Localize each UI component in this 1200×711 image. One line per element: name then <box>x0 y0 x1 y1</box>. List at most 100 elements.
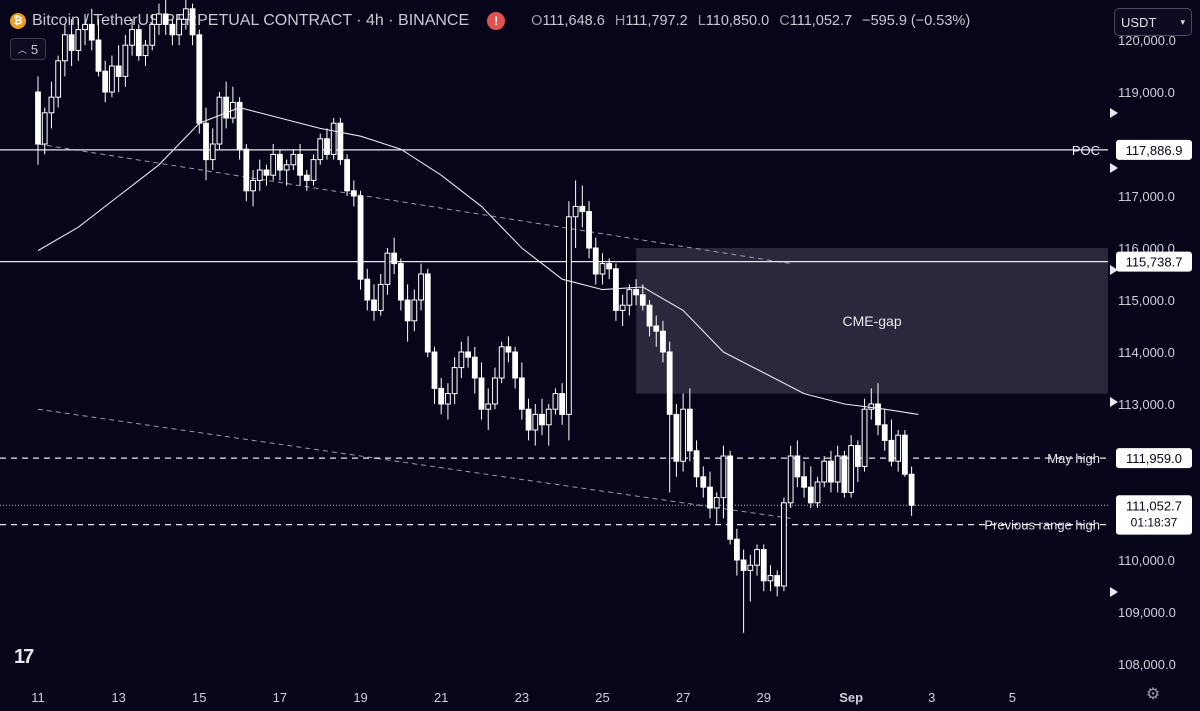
candle-body <box>270 153 277 176</box>
candle-body <box>680 408 687 462</box>
candle-body <box>861 408 868 467</box>
candle-body <box>881 424 888 441</box>
candle-body <box>888 439 895 462</box>
tradingview-logo[interactable]: 17 <box>14 646 34 668</box>
low-label: L <box>697 13 706 29</box>
candle-body <box>61 34 68 62</box>
x-axis-tick-label: 27 <box>676 690 690 705</box>
gear-icon[interactable]: ⚙ <box>1145 686 1161 703</box>
candle-body <box>787 455 794 504</box>
candle-body <box>445 393 451 405</box>
candle-body <box>794 455 801 478</box>
candle-body <box>532 413 539 431</box>
candle-body <box>411 299 418 322</box>
open-value: 111,648.6 <box>542 13 605 29</box>
symbol-title[interactable]: Bitcoin / TetherUS PERPETUAL CONTRACT · … <box>32 12 470 29</box>
candle-body <box>344 159 351 192</box>
candle-body <box>371 299 377 311</box>
cme-gap-label: CME-gap <box>842 313 901 329</box>
candle-body <box>424 273 431 353</box>
y-axis-tick-label: 114,000.0 <box>1118 345 1175 360</box>
candle-body <box>337 122 344 161</box>
candle-body <box>599 263 606 275</box>
candle-body <box>404 299 411 322</box>
candle-body <box>525 408 532 431</box>
candle-body <box>324 138 330 155</box>
last-price-badge-bg <box>1116 495 1192 532</box>
chevron-down-icon: ▾ <box>1180 16 1185 27</box>
y-axis-tick-label: 115,000.0 <box>1118 293 1175 308</box>
candle-body <box>653 325 660 332</box>
candle-body <box>760 549 767 582</box>
candle-body <box>310 159 317 181</box>
candle-body <box>592 247 599 275</box>
candle-body <box>162 13 169 25</box>
candle-body <box>303 174 310 181</box>
candle-body <box>471 356 478 379</box>
candle-body <box>539 413 545 426</box>
candle-body <box>364 278 371 301</box>
candle-body <box>559 393 566 415</box>
candle-body <box>263 169 270 176</box>
candle-body <box>713 497 720 509</box>
candle-body <box>908 473 915 506</box>
candle-body <box>673 413 680 462</box>
candle-body <box>109 65 115 93</box>
moving-average-line <box>37 107 919 415</box>
open-label: O <box>531 13 543 29</box>
currency-select[interactable]: USDT ▾ <box>1114 8 1192 36</box>
exclamation-icon[interactable]: ! <box>487 12 506 30</box>
chevron-up-icon: ︿ <box>17 44 27 55</box>
candle-body <box>68 34 75 51</box>
candle-body <box>781 502 787 587</box>
candle-body <box>209 143 216 161</box>
indicators-toggle[interactable]: ︿ 5 <box>10 38 46 60</box>
last-price-badge: 111,052.7 <box>1126 498 1182 513</box>
candle-body <box>639 294 646 306</box>
y-axis-tick-label: 119,000.0 <box>1118 85 1175 100</box>
candle-body <box>606 263 613 270</box>
candle-body <box>397 263 404 301</box>
candle-body <box>458 351 465 369</box>
candle-body <box>895 434 902 462</box>
candle-body <box>740 559 747 571</box>
candle-body <box>317 138 324 161</box>
price-badge-bg <box>1116 139 1192 160</box>
candle-body <box>465 351 471 358</box>
x-axis-tick-label: 25 <box>595 690 609 705</box>
candle-body <box>196 34 203 124</box>
currency-label: USDT <box>1121 14 1157 30</box>
candle-body <box>626 289 633 306</box>
candle-body <box>236 101 243 150</box>
price-badge: 115,738.7 <box>1126 255 1183 270</box>
candle-body <box>767 575 774 582</box>
candle-body <box>122 44 129 77</box>
candle-body <box>149 23 156 46</box>
trendline <box>37 408 791 519</box>
high-value: 111,797.2 <box>625 13 688 29</box>
candle-body <box>754 549 760 566</box>
candle-body <box>55 60 62 98</box>
candle-body <box>875 403 881 426</box>
candle-body <box>350 190 357 197</box>
candle-body <box>579 205 586 213</box>
candle-body <box>801 476 807 488</box>
axis-marker-icon <box>1110 397 1118 407</box>
candle-body <box>115 65 122 77</box>
candle-body <box>95 39 102 72</box>
candle-body <box>492 377 498 405</box>
cme-gap-zone <box>636 248 1108 394</box>
y-axis-tick-label: 109,000.0 <box>1118 605 1176 620</box>
candle-body <box>807 486 814 504</box>
candle-body <box>88 23 95 41</box>
axis-marker-icon <box>1110 163 1118 173</box>
candle-body <box>41 112 48 145</box>
candle-body <box>693 450 700 478</box>
candle-body <box>277 153 283 171</box>
candle-body <box>485 403 492 410</box>
candle-body <box>841 455 848 493</box>
candle-body <box>189 8 196 36</box>
candle-body <box>391 252 398 265</box>
candle-body <box>613 268 619 311</box>
